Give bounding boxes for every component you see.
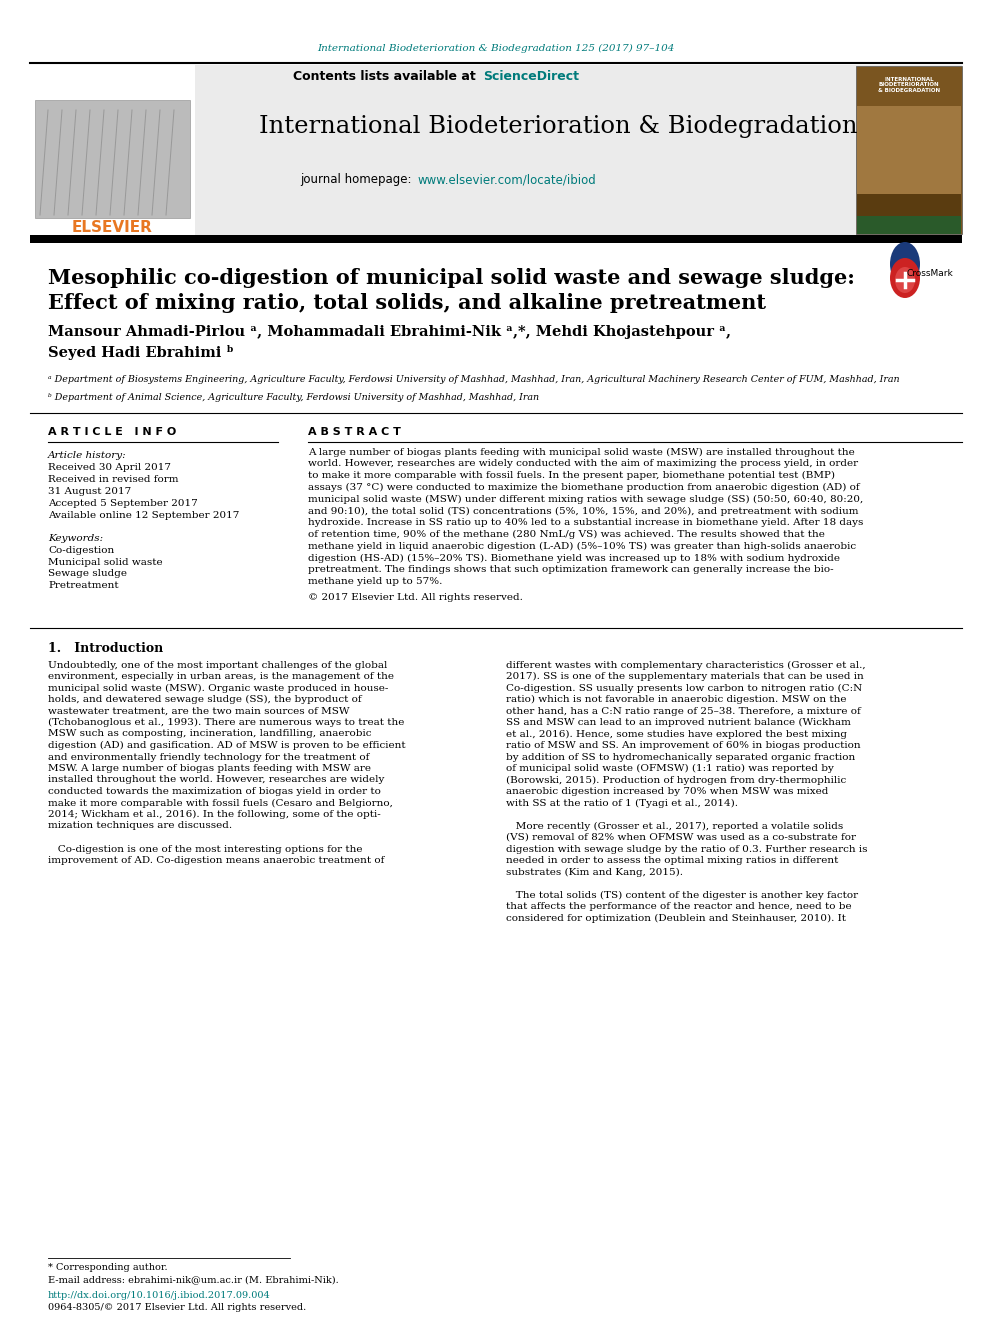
Text: 2014; Wickham et al., 2016). In the following, some of the opti-: 2014; Wickham et al., 2016). In the foll…	[48, 810, 381, 819]
Text: of retention time, 90% of the methane (280 NmL/g VS) was achieved. The results s: of retention time, 90% of the methane (2…	[308, 531, 825, 540]
Text: Co-digestion: Co-digestion	[48, 546, 114, 554]
Text: ᵃ Department of Biosystems Engineering, Agriculture Faculty, Ferdowsi University: ᵃ Department of Biosystems Engineering, …	[48, 376, 900, 385]
Ellipse shape	[895, 267, 915, 292]
Text: A B S T R A C T: A B S T R A C T	[308, 427, 401, 437]
Bar	[857, 216, 961, 234]
Text: A R T I C L E   I N F O: A R T I C L E I N F O	[48, 427, 177, 437]
Ellipse shape	[890, 242, 920, 286]
Text: environment, especially in urban areas, is the management of the: environment, especially in urban areas, …	[48, 672, 394, 681]
Text: ELSEVIER: ELSEVIER	[71, 221, 153, 235]
Text: of municipal solid waste (OFMSW) (1:1 ratio) was reported by: of municipal solid waste (OFMSW) (1:1 ra…	[506, 763, 834, 773]
Text: Mansour Ahmadi-Pirlou ᵃ, Mohammadali Ebrahimi-Nik ᵃ,*, Mehdi Khojastehpour ᵃ,: Mansour Ahmadi-Pirlou ᵃ, Mohammadali Ebr…	[48, 325, 731, 339]
Text: journal homepage:: journal homepage:	[300, 173, 415, 187]
Text: Accepted 5 September 2017: Accepted 5 September 2017	[48, 499, 197, 508]
Text: digestion (AD) and gasification. AD of MSW is proven to be efficient: digestion (AD) and gasification. AD of M…	[48, 741, 406, 750]
Text: Pretreatment: Pretreatment	[48, 581, 119, 590]
Text: (VS) removal of 82% when OFMSW was used as a co-substrate for: (VS) removal of 82% when OFMSW was used …	[506, 833, 856, 841]
Bar	[30, 65, 962, 235]
Text: conducted towards the maximization of biogas yield in order to: conducted towards the maximization of bi…	[48, 787, 381, 796]
Text: hydroxide. Increase in SS ratio up to 40% led to a substantial increase in biome: hydroxide. Increase in SS ratio up to 40…	[308, 519, 863, 528]
Text: by addition of SS to hydromechanically separated organic fraction: by addition of SS to hydromechanically s…	[506, 753, 855, 762]
Text: CrossMark: CrossMark	[907, 269, 953, 278]
Text: (Borowski, 2015). Production of hydrogen from dry-thermophilic: (Borowski, 2015). Production of hydrogen…	[506, 775, 846, 785]
Text: * Corresponding author.: * Corresponding author.	[48, 1263, 168, 1273]
Text: assays (37 °C) were conducted to maximize the biomethane production from anaerob: assays (37 °C) were conducted to maximiz…	[308, 483, 860, 492]
Text: needed in order to assess the optimal mixing ratios in different: needed in order to assess the optimal mi…	[506, 856, 838, 865]
Text: pretreatment. The findings shows that such optimization framework can generally : pretreatment. The findings shows that su…	[308, 565, 833, 574]
Text: and environmentally friendly technology for the treatment of: and environmentally friendly technology …	[48, 753, 369, 762]
Text: different wastes with complementary characteristics (Grosser et al.,: different wastes with complementary char…	[506, 660, 866, 669]
Text: 1.   Introduction: 1. Introduction	[48, 642, 164, 655]
Text: Article history:: Article history:	[48, 451, 127, 460]
Text: 2017). SS is one of the supplementary materials that can be used in: 2017). SS is one of the supplementary ma…	[506, 672, 864, 681]
Text: Co-digestion is one of the most interesting options for the: Co-digestion is one of the most interest…	[48, 844, 362, 853]
Text: et al., 2016). Hence, some studies have explored the best mixing: et al., 2016). Hence, some studies have …	[506, 729, 847, 738]
Text: http://dx.doi.org/10.1016/j.ibiod.2017.09.004: http://dx.doi.org/10.1016/j.ibiod.2017.0…	[48, 1290, 271, 1299]
Text: improvement of AD. Co-digestion means anaerobic treatment of: improvement of AD. Co-digestion means an…	[48, 856, 384, 865]
Text: ratio of MSW and SS. An improvement of 60% in biogas production: ratio of MSW and SS. An improvement of 6…	[506, 741, 861, 750]
Text: considered for optimization (Deublein and Steinhauser, 2010). It: considered for optimization (Deublein an…	[506, 913, 846, 922]
Text: A large number of biogas plants feeding with municipal solid waste (MSW) are ins: A large number of biogas plants feeding …	[308, 447, 855, 456]
Text: © 2017 Elsevier Ltd. All rights reserved.: © 2017 Elsevier Ltd. All rights reserved…	[308, 593, 523, 602]
Text: substrates (Kim and Kang, 2015).: substrates (Kim and Kang, 2015).	[506, 868, 683, 877]
Text: More recently (Grosser et al., 2017), reported a volatile solids: More recently (Grosser et al., 2017), re…	[506, 822, 843, 831]
Ellipse shape	[890, 258, 920, 298]
Text: anaerobic digestion increased by 70% when MSW was mixed: anaerobic digestion increased by 70% whe…	[506, 787, 828, 796]
Text: wastewater treatment, are the two main sources of MSW: wastewater treatment, are the two main s…	[48, 706, 349, 716]
Text: www.elsevier.com/locate/ibiod: www.elsevier.com/locate/ibiod	[418, 173, 597, 187]
Text: INTERNATIONAL
BIODETERIORATION
& BIODEGRADATION: INTERNATIONAL BIODETERIORATION & BIODEGR…	[878, 77, 940, 94]
Text: that affects the performance of the reactor and hence, need to be: that affects the performance of the reac…	[506, 902, 851, 912]
Text: Seyed Hadi Ebrahimi ᵇ: Seyed Hadi Ebrahimi ᵇ	[48, 345, 234, 360]
Bar	[35, 101, 190, 218]
Text: installed throughout the world. However, researches are widely: installed throughout the world. However,…	[48, 775, 384, 785]
Text: digestion with sewage sludge by the ratio of 0.3. Further research is: digestion with sewage sludge by the rati…	[506, 844, 867, 853]
Text: MSW such as composting, incineration, landfilling, anaerobic: MSW such as composting, incineration, la…	[48, 729, 371, 738]
Text: Available online 12 September 2017: Available online 12 September 2017	[48, 511, 239, 520]
Bar	[857, 106, 961, 194]
Text: The total solids (TS) content of the digester is another key factor: The total solids (TS) content of the dig…	[506, 890, 858, 900]
Text: methane yield in liquid anaerobic digestion (L-AD) (5%–10% TS) was greater than : methane yield in liquid anaerobic digest…	[308, 542, 856, 550]
Bar	[856, 66, 962, 234]
Text: municipal solid waste (MSW). Organic waste produced in house-: municipal solid waste (MSW). Organic was…	[48, 684, 389, 692]
Text: ᵇ Department of Animal Science, Agriculture Faculty, Ferdowsi University of Mash: ᵇ Department of Animal Science, Agricult…	[48, 393, 539, 402]
Text: to make it more comparable with fossil fuels. In the present paper, biomethane p: to make it more comparable with fossil f…	[308, 471, 835, 480]
Text: municipal solid waste (MSW) under different mixing ratios with sewage sludge (SS: municipal solid waste (MSW) under differ…	[308, 495, 863, 504]
Text: Effect of mixing ratio, total solids, and alkaline pretreatment: Effect of mixing ratio, total solids, an…	[48, 292, 766, 314]
Text: digestion (HS-AD) (15%–20% TS). Biomethane yield was increased up to 18% with so: digestion (HS-AD) (15%–20% TS). Biometha…	[308, 553, 840, 562]
Text: Undoubtedly, one of the most important challenges of the global: Undoubtedly, one of the most important c…	[48, 660, 387, 669]
Bar	[857, 194, 961, 234]
Text: make it more comparable with fossil fuels (Cesaro and Belgiorno,: make it more comparable with fossil fuel…	[48, 799, 393, 807]
Text: methane yield up to 57%.: methane yield up to 57%.	[308, 577, 442, 586]
Text: 0964-8305/© 2017 Elsevier Ltd. All rights reserved.: 0964-8305/© 2017 Elsevier Ltd. All right…	[48, 1303, 307, 1312]
Text: ratio) which is not favorable in anaerobic digestion. MSW on the: ratio) which is not favorable in anaerob…	[506, 695, 846, 704]
Text: (Tchobanoglous et al., 1993). There are numerous ways to treat the: (Tchobanoglous et al., 1993). There are …	[48, 718, 405, 728]
Text: MSW. A large number of biogas plants feeding with MSW are: MSW. A large number of biogas plants fee…	[48, 763, 371, 773]
Text: world. However, researches are widely conducted with the aim of maximizing the p: world. However, researches are widely co…	[308, 459, 858, 468]
Text: Received in revised form: Received in revised form	[48, 475, 179, 484]
Text: and 90:10), the total solid (TS) concentrations (5%, 10%, 15%, and 20%), and pre: and 90:10), the total solid (TS) concent…	[308, 507, 858, 516]
Text: mization techniques are discussed.: mization techniques are discussed.	[48, 822, 232, 831]
Text: with SS at the ratio of 1 (Tyagi et al., 2014).: with SS at the ratio of 1 (Tyagi et al.,…	[506, 799, 738, 807]
Text: SS and MSW can lead to an improved nutrient balance (Wickham: SS and MSW can lead to an improved nutri…	[506, 718, 851, 728]
Text: International Biodeterioration & Biodegradation 125 (2017) 97–104: International Biodeterioration & Biodegr…	[317, 44, 675, 53]
Text: Municipal solid waste: Municipal solid waste	[48, 558, 163, 566]
Bar	[30, 235, 962, 243]
Bar	[30, 65, 195, 235]
Text: Received 30 April 2017: Received 30 April 2017	[48, 463, 171, 472]
Text: E-mail address: ebrahimi-nik@um.ac.ir (M. Ebrahimi-Nik).: E-mail address: ebrahimi-nik@um.ac.ir (M…	[48, 1275, 338, 1285]
Text: ScienceDirect: ScienceDirect	[483, 70, 579, 83]
Text: Sewage sludge: Sewage sludge	[48, 569, 127, 578]
Text: other hand, has a C:N ratio range of 25–38. Therefore, a mixture of: other hand, has a C:N ratio range of 25–…	[506, 706, 861, 716]
Text: International Biodeterioration & Biodegradation: International Biodeterioration & Biodegr…	[259, 115, 857, 139]
Text: 31 August 2017: 31 August 2017	[48, 487, 131, 496]
Text: Contents lists available at: Contents lists available at	[293, 70, 480, 83]
Text: holds, and dewatered sewage sludge (SS), the byproduct of: holds, and dewatered sewage sludge (SS),…	[48, 695, 362, 704]
Text: Co-digestion. SS usually presents low carbon to nitrogen ratio (C:N: Co-digestion. SS usually presents low ca…	[506, 684, 862, 692]
Text: Mesophilic co-digestion of municipal solid waste and sewage sludge:: Mesophilic co-digestion of municipal sol…	[48, 269, 855, 288]
Text: Keywords:: Keywords:	[48, 534, 103, 544]
